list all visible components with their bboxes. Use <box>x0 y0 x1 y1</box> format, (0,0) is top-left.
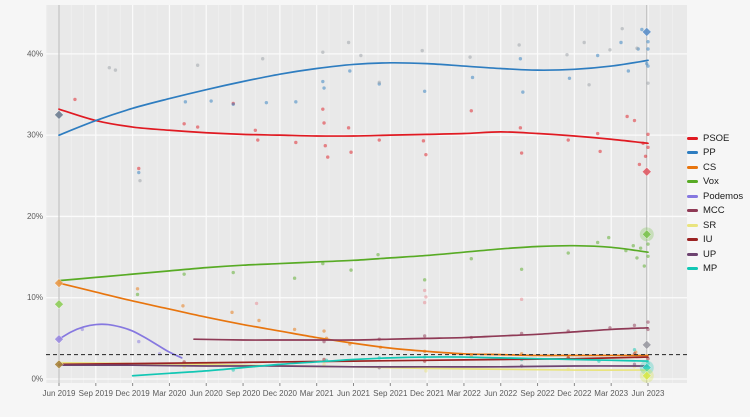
x-tick-label: Mar 2020 <box>153 389 187 398</box>
x-tick-label: Dec 2020 <box>263 389 298 398</box>
result-marker <box>54 110 64 120</box>
legend-swatch-icon <box>687 252 698 256</box>
legend-item-podemos[interactable]: Podemos <box>687 189 743 204</box>
axes: 0%10%20%30%40%Jun 2019 Sep 2019 Dec 2019 Ma… <box>27 49 665 398</box>
result-marker <box>642 167 652 177</box>
grid-major <box>46 5 687 383</box>
y-tick-label: 40% <box>27 49 43 58</box>
legend-swatch-icon <box>687 209 698 213</box>
result-marker <box>642 27 652 37</box>
x-tick-label: Jun 2022 <box>484 389 517 398</box>
legend-swatch-icon <box>687 194 698 198</box>
legend-item-sr[interactable]: SR <box>687 218 743 233</box>
result-marker <box>642 340 652 350</box>
x-tick-label: Dec 2021 <box>410 389 445 398</box>
x-tick-label: Jun 2020 <box>190 389 223 398</box>
result-marker <box>54 359 64 370</box>
legend-label: PP <box>703 147 716 158</box>
legend-label: CS <box>703 161 717 173</box>
chart-panel <box>46 5 687 383</box>
x-tick-label: Sep 2021 <box>373 389 408 398</box>
chart-legend: PSOE PP CS Vox Podemos MCC SR IU UP MP <box>687 131 743 276</box>
trend-line-podemos <box>58 323 183 359</box>
y-tick-label: 30% <box>27 131 43 140</box>
legend-swatch-icon <box>687 136 698 140</box>
legend-label: Vox <box>703 176 719 187</box>
legend-label: SR <box>703 219 717 231</box>
x-tick-label: Dec 2019 <box>115 389 150 398</box>
x-tick-label: Jun 2019 <box>43 389 76 398</box>
legend-item-psoe[interactable]: PSOE <box>687 131 743 146</box>
legend-item-vox[interactable]: Vox <box>687 175 743 190</box>
y-tick-label: 10% <box>27 293 43 302</box>
legend-item-iu[interactable]: IU <box>687 233 743 248</box>
legend-label: IU <box>703 234 713 245</box>
trend-line-cs <box>58 282 649 357</box>
trend-line-psoe <box>58 108 649 145</box>
poll-points-podemos <box>80 327 162 356</box>
y-tick-label: 0% <box>31 375 43 384</box>
poll-points-vox <box>135 235 650 297</box>
x-tick-label: Dec 2022 <box>557 389 592 398</box>
legend-item-up[interactable]: UP <box>687 247 743 262</box>
legend-swatch-icon <box>687 151 698 155</box>
result-marker <box>54 299 64 309</box>
legend-label: MP <box>703 263 718 274</box>
legend-label: PSOE <box>703 132 730 144</box>
legend-item-mcc[interactable]: MCC <box>687 204 743 219</box>
y-tick-label: 20% <box>27 212 43 221</box>
legend-item-mp[interactable]: MP <box>687 262 743 277</box>
legend-item-pp[interactable]: PP <box>687 146 743 161</box>
x-tick-label: Mar 2022 <box>447 389 481 398</box>
x-tick-label: Sep 2022 <box>520 389 555 398</box>
result-marker <box>54 278 64 288</box>
result-marker <box>642 229 652 240</box>
x-tick-label: Mar 2023 <box>594 389 628 398</box>
legend-swatch-icon <box>687 223 698 227</box>
trend-line-up <box>58 364 649 368</box>
x-tick-label: Jun 2021 <box>337 389 370 398</box>
legend-label: MCC <box>703 205 725 216</box>
trend-line-pp <box>58 59 649 137</box>
legend-item-cs[interactable]: CS <box>687 160 743 175</box>
legend-label: UP <box>703 248 717 260</box>
x-tick-label: Sep 2019 <box>79 389 114 398</box>
legend-swatch-icon <box>687 180 698 184</box>
result-marker <box>642 371 652 381</box>
trend-line-mcc <box>193 326 649 341</box>
x-tick-label: Sep 2020 <box>226 389 261 398</box>
legend-swatch-icon <box>687 165 698 169</box>
legend-swatch-icon <box>687 267 698 271</box>
trend-line-vox <box>58 244 649 282</box>
poll-points-pink-points <box>254 288 524 306</box>
election-results <box>54 27 654 383</box>
x-tick-label: Mar 2021 <box>300 389 334 398</box>
x-tick-label: Jun 2023 <box>632 389 665 398</box>
legend-label: Podemos <box>703 190 744 202</box>
result-marker <box>54 334 64 344</box>
legend-swatch-icon <box>687 238 698 242</box>
trend-line-mp <box>131 356 649 377</box>
poll-points-gray-points <box>107 26 650 183</box>
grid-minor <box>46 5 673 383</box>
plot-area <box>46 5 687 383</box>
poll-points-pp <box>137 27 650 175</box>
